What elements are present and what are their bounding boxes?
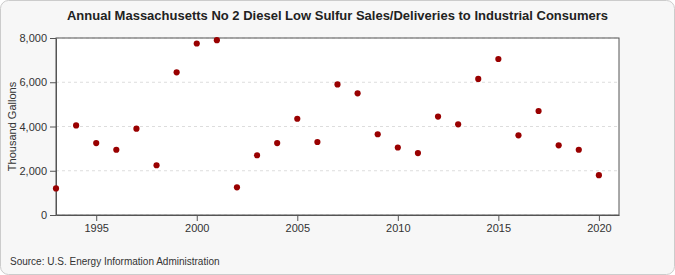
chart: Annual Massachusetts No 2 Diesel Low Sul… (0, 0, 675, 275)
tick-label: 2015 (487, 222, 511, 234)
tick-mark (297, 215, 298, 221)
tick: 2000 (185, 215, 209, 234)
points (53, 37, 602, 191)
tick-mark (50, 82, 56, 83)
point (174, 69, 180, 75)
point (515, 132, 521, 138)
source: Source: U.S. Energy Information Administ… (10, 256, 220, 267)
tick-label: 6,000 (19, 76, 47, 88)
point (274, 140, 280, 146)
tick-mark (50, 171, 56, 172)
y-axis: 0 2,000 4,000 6,000 8,000 (19, 32, 56, 221)
grid-line (56, 126, 619, 127)
tick-label: 1995 (84, 222, 108, 234)
tick: 2015 (487, 215, 511, 234)
tick-mark (599, 215, 600, 221)
point (475, 76, 481, 82)
tick-label: 2020 (587, 222, 611, 234)
plot-frame (56, 38, 619, 215)
tick-mark (96, 215, 97, 221)
tick: 8,000 (19, 32, 56, 44)
point (375, 131, 381, 137)
point (455, 121, 461, 127)
point (133, 126, 139, 132)
tick-label: 2010 (386, 222, 410, 234)
tick: 0 (41, 209, 56, 221)
x-axis: 1995 2000 2005 2010 2015 2020 (57, 215, 620, 234)
point (415, 150, 421, 156)
tick: 2020 (587, 215, 611, 234)
tick-label: 0 (41, 209, 47, 221)
grid-line (56, 170, 619, 171)
point (93, 140, 99, 146)
point (314, 139, 320, 145)
tick-label: 4,000 (19, 121, 47, 133)
point (73, 122, 79, 128)
point (294, 116, 300, 122)
tick: 6,000 (19, 76, 56, 88)
point (556, 142, 562, 148)
tick-label: 2005 (286, 222, 310, 234)
plot: 0 2,000 4,000 6,000 8,000 1995 2000 2005 2010 201… (19, 32, 619, 234)
tick: 2010 (386, 215, 410, 234)
tick-label: 2000 (185, 222, 209, 234)
point (395, 144, 401, 150)
y-axis-title: Thousand Gallons (6, 81, 18, 171)
tick-mark (498, 215, 499, 221)
point (254, 152, 260, 158)
point (194, 40, 200, 46)
tick: 4,000 (19, 121, 56, 133)
point (596, 172, 602, 178)
tick-mark (398, 215, 399, 221)
tick-mark (50, 215, 56, 216)
point (334, 81, 340, 87)
tick-mark (50, 38, 56, 39)
title: Annual Massachusetts No 2 Diesel Low Sul… (67, 8, 608, 23)
point (495, 56, 501, 62)
point (435, 113, 441, 119)
point (234, 184, 240, 190)
tick: 2005 (286, 215, 310, 234)
tick: 1995 (84, 215, 108, 234)
tick-mark (197, 215, 198, 221)
point (355, 90, 361, 96)
tick-label: 2,000 (19, 165, 47, 177)
point (113, 147, 119, 153)
point (53, 185, 59, 191)
background (1, 1, 675, 275)
plot-area (56, 38, 619, 215)
point (214, 37, 220, 43)
tick-mark (50, 127, 56, 128)
tick-label: 8,000 (19, 32, 47, 44)
point (576, 147, 582, 153)
point (535, 108, 541, 114)
tick: 2,000 (19, 165, 56, 177)
point (153, 162, 159, 168)
